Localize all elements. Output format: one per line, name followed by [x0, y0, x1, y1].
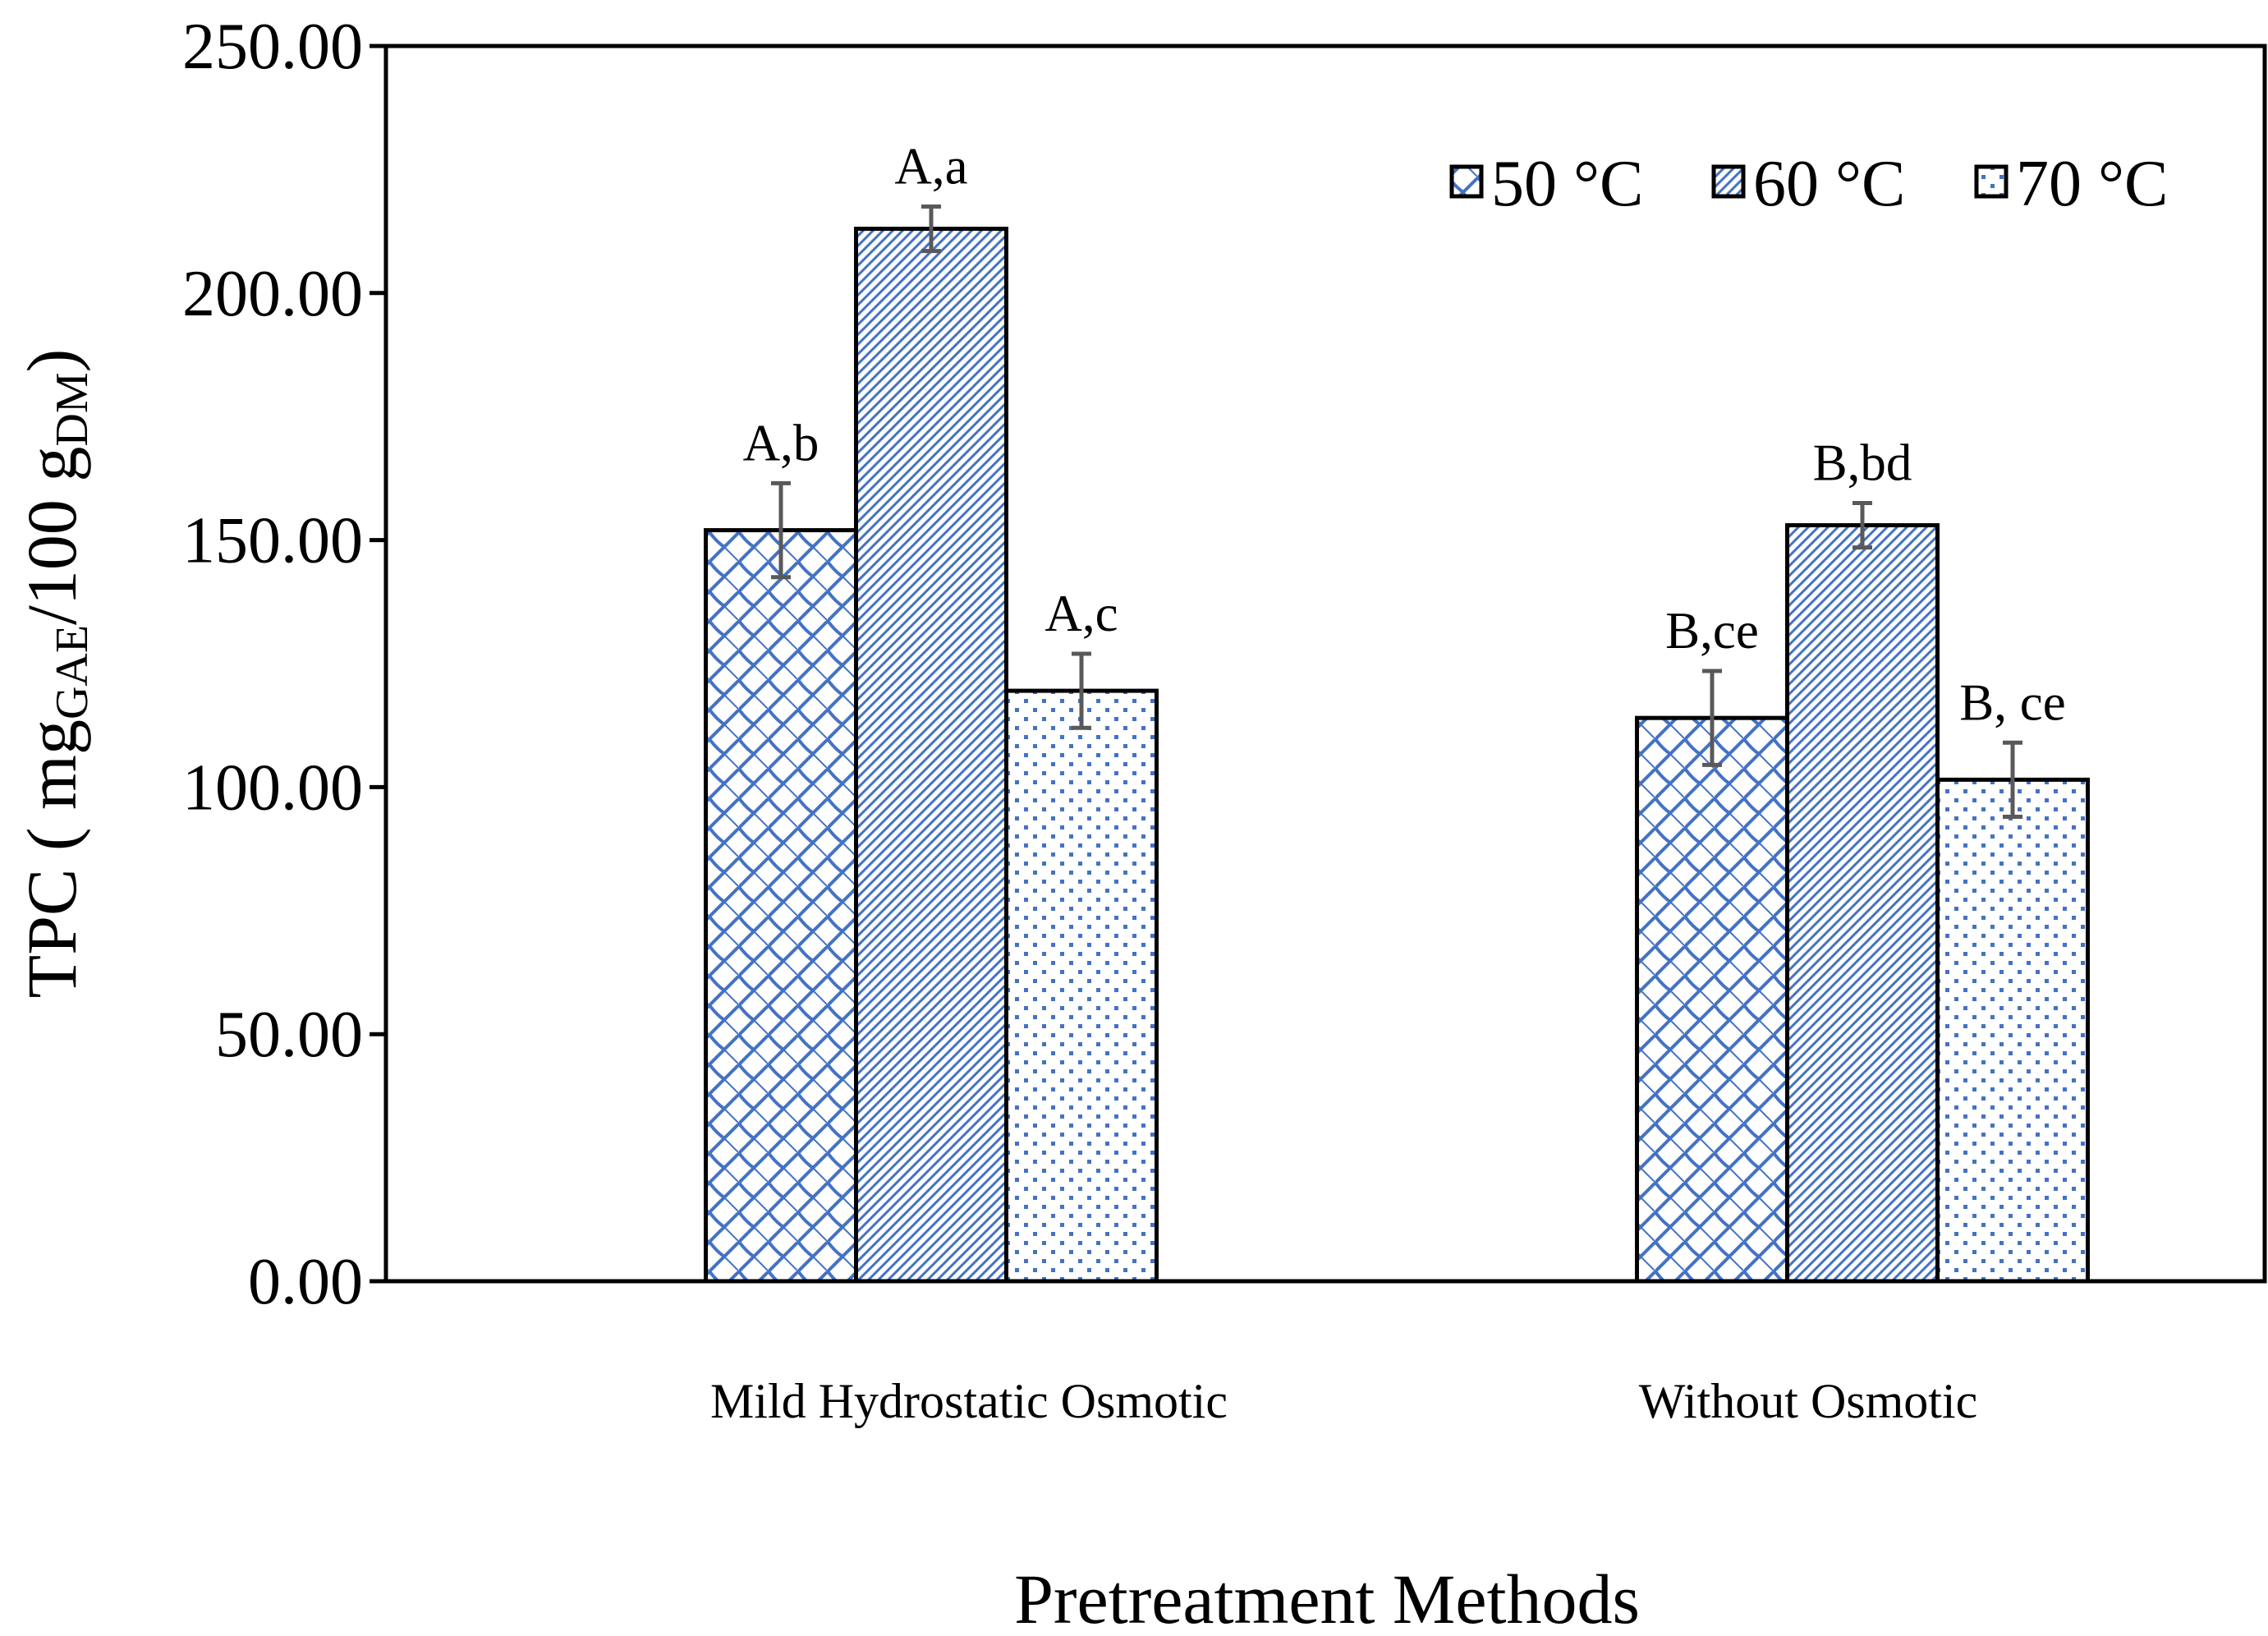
y-tick-label: 200.00: [182, 258, 363, 330]
y-axis-title-suffix: ): [12, 349, 91, 373]
legend-label: 50 °C: [1491, 148, 1643, 220]
y-axis-ticks: 0.00 50.00 100.00 150.00 200.00 250.00: [182, 11, 386, 1318]
bar-annotation: A,b: [743, 414, 820, 471]
bar: [1004, 688, 1159, 1284]
y-axis-title-prefix: TPC ( mg: [12, 719, 91, 998]
bar-annotation: A,a: [894, 138, 967, 195]
y-axis-title-sub1: GAE: [47, 625, 98, 719]
y-axis-title: TPC ( mgGAE/100 gDM): [12, 349, 98, 999]
y-tick-label: 100.00: [182, 751, 363, 824]
y-tick-label: 50.00: [215, 999, 363, 1071]
bar-annotation: B, ce: [1959, 673, 2065, 731]
bar: [1785, 523, 1940, 1284]
x-axis-title: Pretreatment Methods: [1014, 1560, 1640, 1636]
bar-annotation: B,ce: [1665, 602, 1759, 659]
y-tick-label: 250.00: [182, 11, 363, 83]
plot-area-frame: [383, 44, 2267, 1284]
legend-label: 60 °C: [1753, 148, 1905, 220]
bar: [704, 528, 858, 1284]
y-tick-label: 0.00: [248, 1246, 363, 1318]
bar: [1935, 777, 2090, 1284]
y-axis-title-sub2: DM: [47, 372, 98, 446]
category-label: Without Osmotic: [1639, 1374, 1978, 1428]
legend-swatch: [1974, 164, 2009, 199]
legend-swatch: [1449, 164, 1484, 199]
bar: [854, 227, 1008, 1284]
legend: 50 °C 60 °C 70 °C: [1449, 148, 2168, 220]
bar-group: A,b A,a A,c B,ce B,bd B, ce: [704, 138, 2090, 1284]
legend-label: 70 °C: [2016, 148, 2168, 220]
legend-swatch: [1711, 164, 1746, 199]
bar-annotation: A,c: [1044, 585, 1118, 642]
category-label: Mild Hydrostatic Osmotic: [710, 1374, 1228, 1428]
category-labels: Mild Hydrostatic Osmotic Without Osmotic: [710, 1374, 1977, 1428]
bar-annotation: B,bd: [1813, 434, 1912, 491]
y-axis-title-middle: /100 g: [12, 447, 91, 625]
y-tick-label: 150.00: [182, 505, 363, 577]
bar: [1635, 715, 1789, 1284]
